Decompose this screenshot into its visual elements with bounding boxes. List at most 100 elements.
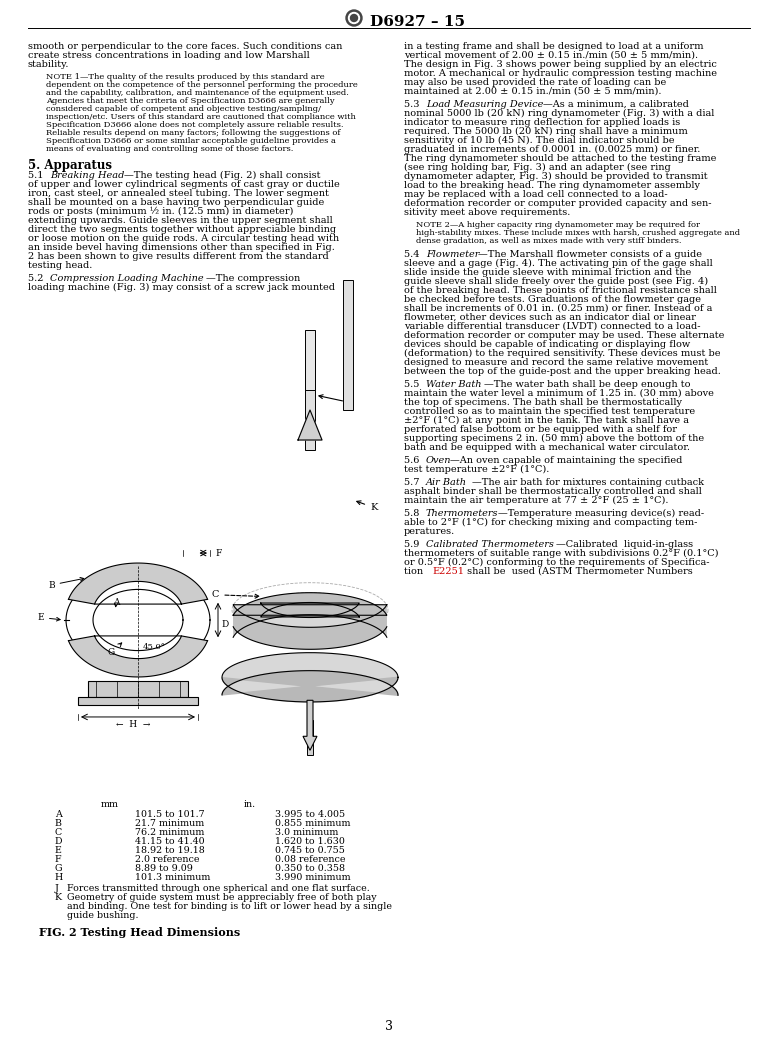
Text: 3.995 to 4.005: 3.995 to 4.005	[275, 810, 345, 819]
Text: flowmeter, other devices such as an indicator dial or linear: flowmeter, other devices such as an indi…	[404, 313, 696, 322]
Text: J: J	[55, 884, 59, 893]
Text: indicator to measure ring deflection for applied loads is: indicator to measure ring deflection for…	[404, 118, 680, 127]
Text: E2251: E2251	[432, 567, 464, 576]
Text: test temperature ±2°F (1°C).: test temperature ±2°F (1°C).	[404, 465, 549, 474]
Text: iron, cast steel, or annealed steel tubing. The lower segment: iron, cast steel, or annealed steel tubi…	[28, 189, 329, 198]
Text: asphalt binder shall be thermostatically controlled and shall: asphalt binder shall be thermostatically…	[404, 487, 702, 496]
Text: A: A	[113, 598, 120, 607]
Text: vertical movement of 2.00 ± 0.15 in./min (50 ± 5 mm/min).: vertical movement of 2.00 ± 0.15 in./min…	[404, 51, 698, 60]
Text: —The compression: —The compression	[206, 274, 300, 283]
Text: H: H	[55, 873, 63, 882]
Text: 2.0 reference: 2.0 reference	[135, 855, 199, 864]
Bar	[305, 350, 315, 450]
Circle shape	[346, 10, 362, 26]
FancyArrow shape	[303, 701, 317, 751]
Text: Specification D3666 alone does not completely assure reliable results.: Specification D3666 alone does not compl…	[46, 121, 344, 129]
Polygon shape	[68, 636, 208, 677]
Text: —As a minimum, a calibrated: —As a minimum, a calibrated	[543, 100, 689, 109]
Text: C: C	[212, 590, 259, 600]
Text: load to the breaking head. The ring dynamometer assembly: load to the breaking head. The ring dyna…	[404, 181, 700, 191]
Text: 5.2: 5.2	[28, 274, 47, 283]
Text: Agencies that meet the criteria of Specification D3666 are generally: Agencies that meet the criteria of Speci…	[46, 97, 335, 105]
Bar	[343, 280, 353, 410]
Text: The ring dynamometer should be attached to the testing frame: The ring dynamometer should be attached …	[404, 154, 717, 163]
Text: Water Bath: Water Bath	[426, 380, 482, 389]
Circle shape	[351, 15, 358, 22]
Text: Compression Loading Machine: Compression Loading Machine	[50, 274, 204, 283]
Text: —The water bath shall be deep enough to: —The water bath shall be deep enough to	[484, 380, 691, 389]
Text: Forces transmitted through one spherical and one flat surface.: Forces transmitted through one spherical…	[67, 884, 370, 893]
Polygon shape	[233, 603, 387, 628]
Text: direct the two segments together without appreciable binding: direct the two segments together without…	[28, 225, 336, 234]
Text: Calibrated Thermometers: Calibrated Thermometers	[426, 540, 554, 549]
Bar	[307, 720, 313, 756]
Text: (deformation) to the required sensitivity. These devices must be: (deformation) to the required sensitivit…	[404, 349, 720, 358]
Text: B: B	[48, 578, 84, 589]
Text: 101.5 to 101.7: 101.5 to 101.7	[135, 810, 205, 819]
Text: 5.3: 5.3	[404, 100, 422, 109]
Polygon shape	[233, 592, 387, 617]
Text: 5.8: 5.8	[404, 509, 422, 518]
Text: 1.620 to 1.630: 1.620 to 1.630	[275, 837, 345, 846]
Text: graduated in increments of 0.0001 in. (0.0025 mm) or finer.: graduated in increments of 0.0001 in. (0…	[404, 145, 700, 154]
Text: deformation recorder or computer may be used. These alternate: deformation recorder or computer may be …	[404, 331, 724, 340]
Text: 0.745 to 0.755: 0.745 to 0.755	[275, 846, 345, 855]
Text: shall be mounted on a base having two perpendicular guide: shall be mounted on a base having two pe…	[28, 198, 324, 207]
Text: smooth or perpendicular to the core faces. Such conditions can: smooth or perpendicular to the core face…	[28, 42, 342, 51]
Text: sensitivity of 10 lb (45 N). The dial indicator should be: sensitivity of 10 lb (45 N). The dial in…	[404, 136, 675, 145]
Text: required. The 5000 lb (20 kN) ring shall have a minimum: required. The 5000 lb (20 kN) ring shall…	[404, 127, 688, 136]
Text: devices should be capable of indicating or displaying flow: devices should be capable of indicating …	[404, 340, 690, 349]
Text: NOTE 2—A higher capacity ring dynamometer may be required for: NOTE 2—A higher capacity ring dynamomete…	[416, 221, 700, 229]
Text: of the breaking head. These points of frictional resistance shall: of the breaking head. These points of fr…	[404, 286, 717, 295]
Text: FIG. 2 Testing Head Dimensions: FIG. 2 Testing Head Dimensions	[40, 926, 240, 938]
Text: —Calibrated  liquid-in-glass: —Calibrated liquid-in-glass	[556, 540, 693, 549]
Text: sleeve and a gage (Fig. 4). The activating pin of the gage shall: sleeve and a gage (Fig. 4). The activati…	[404, 259, 713, 269]
Polygon shape	[68, 563, 208, 604]
Text: mm: mm	[101, 799, 119, 809]
Text: considered capable of competent and objective testing/sampling/: considered capable of competent and obje…	[46, 105, 321, 113]
Text: 2 has been shown to give results different from the standard: 2 has been shown to give results differe…	[28, 252, 329, 261]
Text: inspection/etc. Users of this standard are cautioned that compliance with: inspection/etc. Users of this standard a…	[46, 113, 356, 121]
Polygon shape	[298, 410, 322, 440]
Text: 3: 3	[385, 1020, 393, 1033]
Text: Flowmeter: Flowmeter	[426, 250, 479, 259]
Text: maintain the air temperature at 77 ± 2°F (25 ± 1°C).: maintain the air temperature at 77 ± 2°F…	[404, 496, 668, 505]
Text: G: G	[108, 643, 121, 657]
Text: 3.990 minimum: 3.990 minimum	[275, 873, 351, 882]
Text: be checked before tests. Graduations of the flowmeter gage: be checked before tests. Graduations of …	[404, 295, 701, 304]
Text: maintained at 2.00 ± 0.15 in./min (50 ± 5 mm/min).: maintained at 2.00 ± 0.15 in./min (50 ± …	[404, 87, 661, 96]
Text: between the top of the guide-post and the upper breaking head.: between the top of the guide-post and th…	[404, 367, 721, 376]
Text: supporting specimens 2 in. (50 mm) above the bottom of the: supporting specimens 2 in. (50 mm) above…	[404, 434, 704, 443]
Text: —The air bath for mixtures containing cutback: —The air bath for mixtures containing cu…	[472, 478, 704, 487]
Text: Geometry of guide system must be appreciably free of both play: Geometry of guide system must be appreci…	[67, 893, 377, 902]
Text: thermometers of suitable range with subdivisions 0.2°F (0.1°C): thermometers of suitable range with subd…	[404, 549, 719, 558]
Text: B: B	[55, 819, 62, 828]
Text: ←  H  →: ← H →	[116, 720, 150, 729]
Text: —Temperature measuring device(s) read-: —Temperature measuring device(s) read-	[498, 509, 704, 518]
Text: designed to measure and record the same relative movement: designed to measure and record the same …	[404, 358, 708, 367]
Text: Breaking Head: Breaking Head	[50, 171, 124, 180]
Text: peratures.: peratures.	[404, 527, 455, 536]
Text: dependent on the competence of the personnel performing the procedure: dependent on the competence of the perso…	[46, 81, 358, 88]
Text: of upper and lower cylindrical segments of cast gray or ductile: of upper and lower cylindrical segments …	[28, 180, 340, 189]
Text: F: F	[215, 549, 222, 558]
Polygon shape	[222, 670, 398, 702]
Text: 0.08 reference: 0.08 reference	[275, 855, 345, 864]
Text: and binding. One test for binding is to lift or lower head by a single: and binding. One test for binding is to …	[67, 902, 392, 911]
Text: Oven: Oven	[426, 456, 451, 465]
Text: 0.350 to 0.358: 0.350 to 0.358	[275, 864, 345, 873]
Text: 5.9: 5.9	[404, 540, 422, 549]
Text: 5.1: 5.1	[28, 171, 47, 180]
Text: Air Bath: Air Bath	[426, 478, 467, 487]
Text: 5. Apparatus: 5. Apparatus	[28, 159, 112, 172]
Text: extending upwards. Guide sleeves in the upper segment shall: extending upwards. Guide sleeves in the …	[28, 215, 333, 225]
Text: Specification D3666 or some similar acceptable guideline provides a: Specification D3666 or some similar acce…	[46, 137, 336, 145]
Text: means of evaluating and controlling some of those factors.: means of evaluating and controlling some…	[46, 145, 293, 153]
Text: guide sleeve shall slide freely over the guide post (see Fig. 4): guide sleeve shall slide freely over the…	[404, 277, 708, 286]
Text: maintain the water level a minimum of 1.25 in. (30 mm) above: maintain the water level a minimum of 1.…	[404, 389, 714, 398]
Text: may also be used provided the rate of loading can be: may also be used provided the rate of lo…	[404, 78, 666, 87]
Text: rods or posts (minimum ½ in. (12.5 mm) in diameter): rods or posts (minimum ½ in. (12.5 mm) i…	[28, 207, 293, 217]
Text: 45.0°: 45.0°	[143, 643, 166, 652]
Text: sitivity meet above requirements.: sitivity meet above requirements.	[404, 208, 570, 217]
Text: 76.2 minimum: 76.2 minimum	[135, 828, 205, 837]
